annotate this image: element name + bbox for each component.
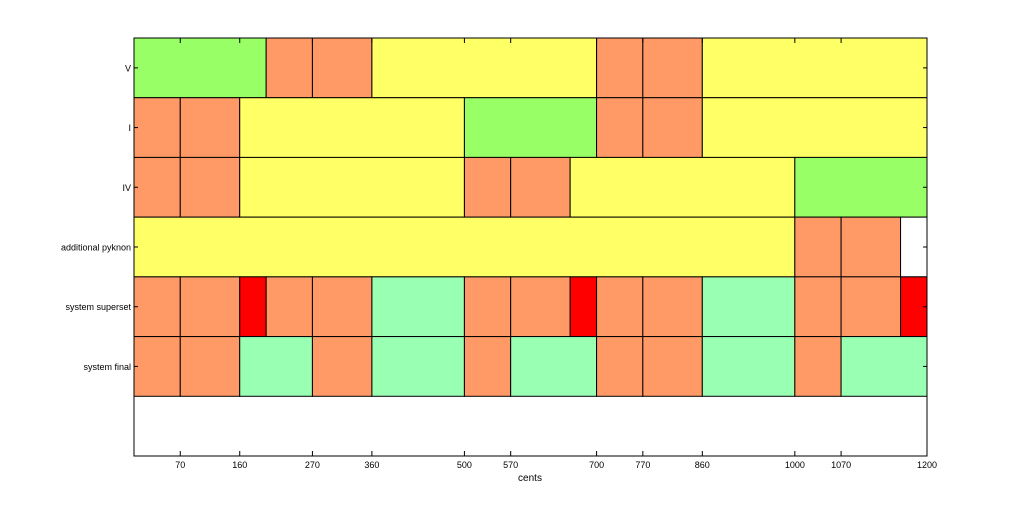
segment-row6-9 bbox=[642, 336, 703, 397]
y-tick-label: IV bbox=[122, 183, 131, 193]
segment-row6-1 bbox=[133, 336, 181, 397]
segment-row1-3 bbox=[311, 37, 373, 99]
segment-row5-7 bbox=[463, 276, 512, 338]
segment-row4-4 bbox=[900, 216, 928, 278]
segment-row6-11 bbox=[794, 336, 842, 397]
y-tick-label: I bbox=[128, 123, 131, 133]
y-tick-label: V bbox=[125, 63, 131, 73]
segment-row5-5 bbox=[311, 276, 373, 338]
segment-row6-7 bbox=[510, 336, 598, 397]
x-tick-label: 500 bbox=[457, 460, 472, 470]
x-tick-label: 70 bbox=[175, 460, 185, 470]
segment-row5-15 bbox=[900, 276, 928, 338]
segment-row6-3 bbox=[239, 336, 313, 397]
segment-row2-2 bbox=[179, 97, 241, 158]
x-tick-label: 1200 bbox=[917, 460, 937, 470]
segment-row4-3 bbox=[840, 216, 902, 278]
x-tick-label: 360 bbox=[364, 460, 379, 470]
segment-row3-3 bbox=[239, 156, 465, 218]
segment-row1-6 bbox=[642, 37, 703, 99]
segment-row5-12 bbox=[701, 276, 796, 338]
segment-row5-11 bbox=[642, 276, 703, 338]
segment-row1-1 bbox=[133, 37, 267, 99]
x-tick-label: 700 bbox=[589, 460, 604, 470]
segment-row3-1 bbox=[133, 156, 181, 218]
segment-row3-7 bbox=[794, 156, 928, 218]
segment-row6-10 bbox=[701, 336, 796, 397]
segment-row5-14 bbox=[840, 276, 902, 338]
x-axis-label: cents bbox=[518, 473, 542, 484]
y-tick-label: system final bbox=[83, 362, 131, 372]
segment-row2-5 bbox=[596, 97, 644, 158]
x-tick-label: 1000 bbox=[785, 460, 805, 470]
segment-row6-12 bbox=[840, 336, 928, 397]
segment-row3-2 bbox=[179, 156, 241, 218]
segment-row1-7 bbox=[701, 37, 928, 99]
segment-row6-2 bbox=[179, 336, 241, 397]
segment-row1-4 bbox=[371, 37, 598, 99]
segment-row5-8 bbox=[510, 276, 571, 338]
segment-row2-1 bbox=[133, 97, 181, 158]
segment-row2-3 bbox=[239, 97, 465, 158]
segment-row6-6 bbox=[463, 336, 512, 397]
x-tick-label: 860 bbox=[695, 460, 710, 470]
segment-row5-2 bbox=[179, 276, 241, 338]
x-tick-label: 770 bbox=[635, 460, 650, 470]
segment-row6-4 bbox=[311, 336, 373, 397]
segment-row4-1 bbox=[133, 216, 796, 278]
y-tick-label: system superset bbox=[65, 302, 131, 312]
x-tick-label: 1070 bbox=[831, 460, 851, 470]
segment-row5-1 bbox=[133, 276, 181, 338]
segment-row3-4 bbox=[463, 156, 512, 218]
segment-row2-6 bbox=[642, 97, 703, 158]
y-tick-label: additional pyknon bbox=[61, 243, 131, 253]
segment-row3-5 bbox=[510, 156, 571, 218]
segment-row5-6 bbox=[371, 276, 465, 338]
segment-row2-4 bbox=[463, 97, 598, 158]
segment-row5-10 bbox=[596, 276, 644, 338]
segment-row3-6 bbox=[569, 156, 796, 218]
ticks-layer: 70 160 270 360 500 570 700 770 860 1000 1070 1200 bbox=[175, 38, 937, 470]
segment-row1-5 bbox=[596, 37, 644, 99]
segments-layer bbox=[133, 37, 928, 397]
segment-row4-2 bbox=[794, 216, 842, 278]
segment-row5-9 bbox=[569, 276, 598, 338]
segment-row6-5 bbox=[371, 336, 465, 397]
y-labels-layer: V I IV additional pyknon system superset syst… bbox=[61, 63, 927, 372]
segment-row6-8 bbox=[596, 336, 644, 397]
segment-row5-13 bbox=[794, 276, 842, 338]
segment-row2-7 bbox=[701, 97, 928, 158]
x-tick-label: 270 bbox=[305, 460, 320, 470]
segment-row1-2 bbox=[265, 37, 313, 99]
x-tick-label: 160 bbox=[232, 460, 247, 470]
x-tick-label: 570 bbox=[503, 460, 518, 470]
segment-row5-3 bbox=[239, 276, 267, 338]
segment-row5-4 bbox=[265, 276, 313, 338]
